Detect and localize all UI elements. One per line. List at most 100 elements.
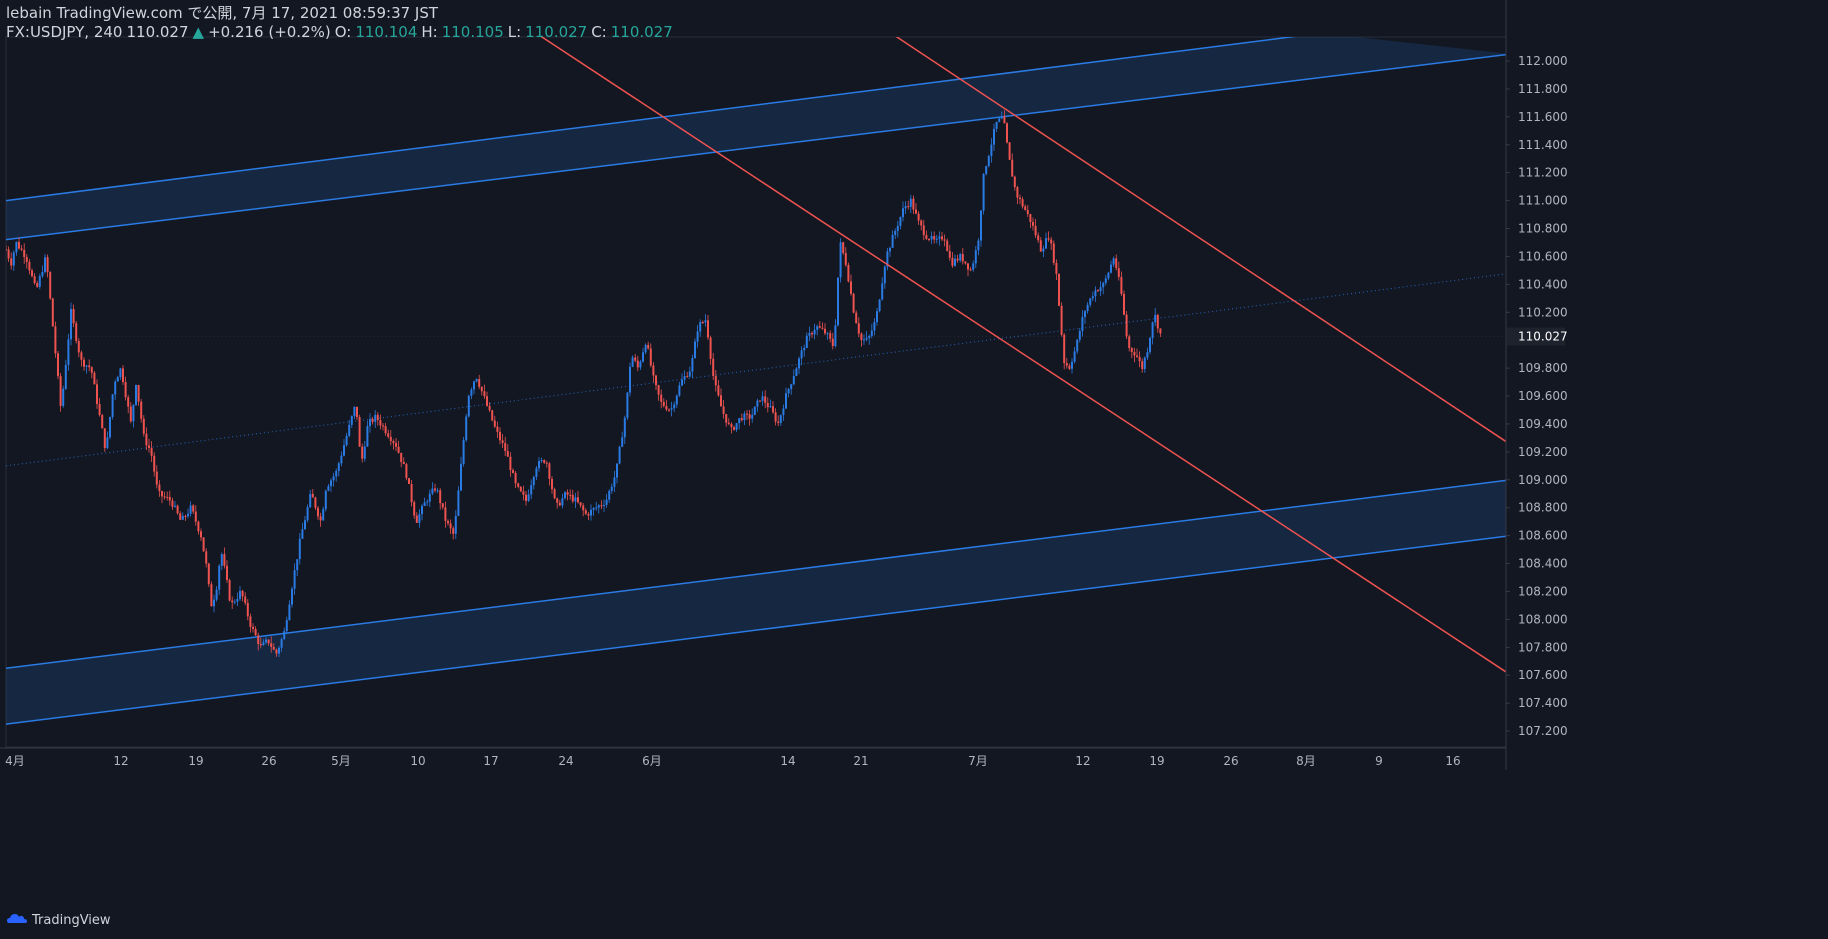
candle-body (967, 263, 969, 270)
candle-body (551, 478, 553, 490)
price-tick-label: 111.600 (1518, 110, 1568, 124)
candle-body (496, 426, 499, 432)
candle-body (899, 217, 902, 226)
symbol-label[interactable]: FX:USDJPY, 240 (6, 23, 123, 41)
candle-body (244, 596, 247, 603)
time-tick-label: 5月 (331, 754, 351, 768)
candle-body (1006, 123, 1008, 143)
time-tick-label: 21 (853, 754, 868, 768)
candle-body (626, 392, 629, 418)
time-tick-label: 16 (1445, 754, 1460, 768)
candle-body (288, 604, 291, 621)
channel-midline (6, 273, 1506, 467)
candle-body (413, 502, 416, 516)
candle-body (766, 402, 769, 408)
candle-body (1151, 322, 1154, 338)
candle-body (174, 505, 176, 507)
candle-body (665, 406, 668, 410)
candle-body (886, 251, 889, 267)
candle-body (127, 397, 130, 407)
candle-body (106, 437, 109, 449)
candle-body (506, 450, 509, 457)
candle-body (512, 470, 514, 473)
candle-body (15, 241, 18, 253)
candle-body (707, 320, 709, 338)
candle-body (990, 144, 993, 156)
price-tick-label: 109.600 (1518, 389, 1568, 403)
candle-body (23, 249, 26, 258)
candle-body (938, 236, 941, 239)
candle-body (756, 400, 759, 407)
candle-body (636, 360, 639, 368)
candle-body (1045, 238, 1047, 249)
candle-body (171, 500, 174, 507)
candle-body (280, 639, 283, 648)
candle-body (1159, 328, 1162, 334)
candle-body (1128, 336, 1131, 349)
candle-body (545, 462, 548, 464)
candle-body (389, 436, 392, 442)
candle-body (951, 257, 954, 266)
candle-body (59, 376, 62, 406)
candle-body (569, 494, 572, 496)
candle-body (673, 404, 676, 409)
price-tick-label: 108.200 (1518, 584, 1568, 598)
candle-body (228, 579, 231, 601)
candle-body (579, 502, 582, 506)
candle-body (340, 455, 343, 464)
candle-body (457, 490, 460, 516)
tradingview-logo-icon (6, 911, 28, 929)
candle-body (1141, 361, 1144, 369)
candle-body (509, 456, 512, 471)
candle-body (460, 463, 462, 491)
candle-body (1073, 351, 1076, 362)
brand-label[interactable]: TradingView (32, 912, 111, 928)
candle-body (1081, 317, 1084, 332)
candle-body (36, 283, 39, 287)
candle-body (964, 261, 967, 264)
candle-body (7, 249, 10, 259)
candle-body (1013, 176, 1016, 188)
candle-body (181, 515, 184, 520)
candle-body (317, 507, 319, 517)
candle-body (652, 365, 655, 376)
candle-body (428, 493, 431, 502)
candle-body (608, 490, 611, 500)
candle-body (571, 494, 574, 502)
candle-body (75, 323, 78, 342)
candle-body (345, 435, 348, 446)
candle-body (376, 414, 379, 421)
candle-body (374, 414, 377, 422)
last-price: 110.027 (126, 23, 189, 41)
candle-body (418, 514, 421, 523)
candle-body (800, 350, 803, 359)
candle-body (293, 570, 296, 589)
candle-body (356, 406, 358, 418)
candle-body (1047, 238, 1050, 240)
candle-body (309, 493, 312, 508)
candle-body (933, 236, 936, 240)
candle-body (850, 281, 852, 294)
close-value: 110.027 (610, 23, 673, 41)
candle-body (153, 455, 156, 472)
candle-body (483, 391, 486, 397)
candle-body (298, 538, 301, 560)
candle-body (561, 498, 564, 506)
candle-body (649, 348, 652, 366)
time-tick-label: 19 (1149, 754, 1164, 768)
candle-body (831, 338, 834, 347)
candle-body (998, 118, 1001, 122)
candle-body (1104, 278, 1107, 283)
candle-body (384, 426, 387, 434)
open-value: 110.104 (355, 23, 418, 41)
candle-body (493, 420, 496, 427)
candle-body (504, 443, 507, 451)
candle-body (41, 271, 44, 277)
candle-body (436, 490, 439, 492)
candle-body (363, 446, 366, 459)
candle-body (993, 128, 995, 145)
price-tick-label: 107.200 (1518, 724, 1568, 738)
candle-body (296, 559, 299, 571)
candle-body (748, 414, 751, 419)
